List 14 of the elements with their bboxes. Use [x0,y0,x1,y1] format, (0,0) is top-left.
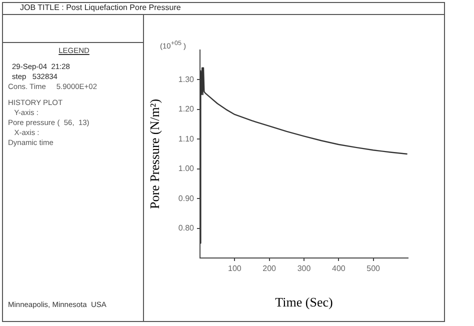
x-tick-label: 300 [297,264,312,274]
y-tick-label: 1.00 [178,164,195,174]
y-tick-label: 1.10 [178,134,195,144]
text: JOB TITLE : Post Liquefaction Pore Pressure [20,3,181,12]
x-tick-label: 500 [366,264,381,274]
y-tick-label: 1.20 [178,104,195,114]
x-tick-label: 400 [332,264,346,274]
y-tick-label: 0.80 [178,223,195,232]
x-axis-title: Time (Sec) [275,294,333,310]
y-tick-label: 1.30 [178,74,195,84]
y-tick-label: 0.90 [178,194,195,203]
x-tick-label: 200 [262,264,277,274]
x-tick-label: 100 [228,264,242,274]
y-axis-title: Pore Pressure (N/m²) [147,98,162,210]
